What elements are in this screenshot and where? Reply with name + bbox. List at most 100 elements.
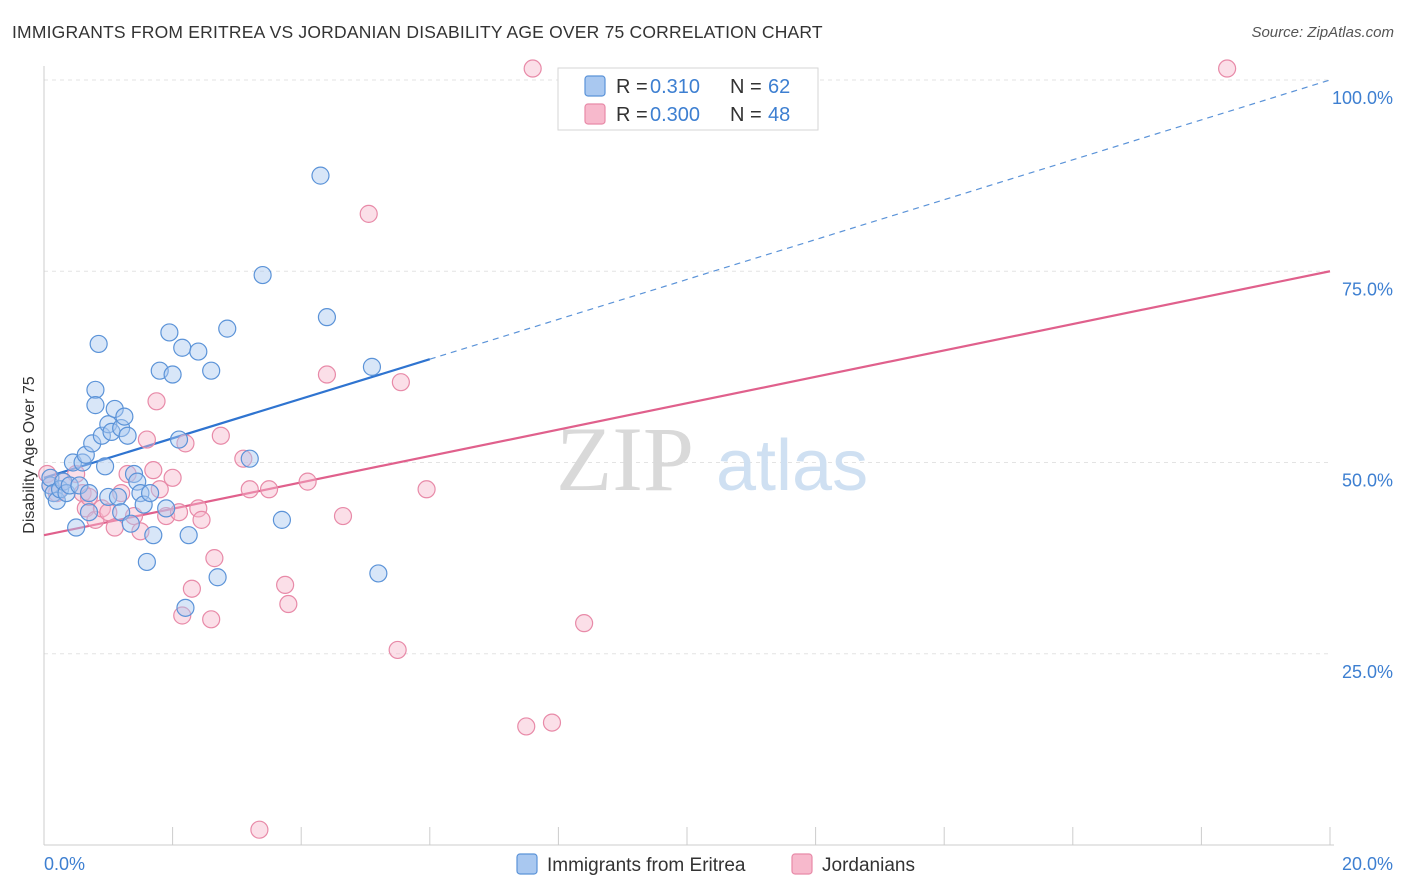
point-jordanians-18 [147, 392, 166, 411]
axes [43, 66, 1334, 846]
point-eritrea-53 [311, 166, 330, 185]
legend-swatch-pink [584, 103, 606, 125]
point-jordanians-39 [333, 506, 353, 526]
point-eritrea-42 [169, 430, 189, 449]
point-jordanians-17 [144, 461, 163, 480]
point-jordanians-42 [391, 373, 410, 392]
point-eritrea-18 [89, 334, 108, 354]
point-eritrea-35 [137, 552, 156, 572]
watermark-atlas: atlas [716, 426, 868, 506]
x-tick-label-0: 0.0% [44, 854, 85, 874]
point-jordanians-13 [118, 464, 137, 484]
point-eritrea-29 [118, 426, 137, 445]
point-eritrea-40 [160, 323, 179, 342]
point-jordanians-41 [388, 640, 407, 660]
point-eritrea-32 [128, 472, 147, 491]
point-eritrea-47 [202, 361, 221, 380]
point-eritrea-24 [105, 399, 124, 419]
point-eritrea-19 [92, 426, 111, 445]
point-jordanians-16 [137, 430, 156, 449]
legend-r-label-1: R = [616, 76, 648, 98]
point-jordanians-45 [523, 59, 542, 78]
point-eritrea-48 [208, 568, 227, 587]
point-jordanians-32 [240, 480, 259, 499]
point-jordanians-47 [575, 614, 594, 633]
point-eritrea-9 [67, 518, 86, 537]
point-jordanians-37 [298, 472, 317, 491]
point-eritrea-34 [134, 495, 153, 514]
bottom-legend: Immigrants from Eritrea Jordanians [516, 853, 915, 876]
point-eritrea-55 [362, 357, 382, 376]
point-jordanians-29 [205, 549, 224, 568]
point-eritrea-37 [144, 526, 163, 545]
y-tick-label-2: 75.0% [1342, 279, 1393, 299]
chart-title: IMMIGRANTS FROM ERITREA VS JORDANIAN DIS… [12, 22, 823, 42]
point-eritrea-49 [218, 319, 237, 338]
point-eritrea-46 [189, 342, 208, 361]
y-tick-label-3: 100.0% [1332, 88, 1393, 108]
point-eritrea-56 [369, 564, 388, 583]
point-jordanians-30 [211, 426, 230, 445]
bottom-legend-label-jordanians: Jordanians [822, 855, 915, 876]
point-eritrea-41 [163, 365, 182, 384]
legend-n-value-2: 48 [768, 104, 790, 126]
point-eritrea-25 [108, 487, 128, 507]
point-jordanians-46 [542, 713, 562, 732]
point-eritrea-20 [95, 457, 115, 476]
point-eritrea-39 [157, 499, 176, 518]
watermark-zip: ZIP [556, 408, 694, 510]
watermark: ZIP atlas [556, 408, 868, 510]
point-eritrea-16 [86, 380, 105, 399]
legend-n-label-1: N = [730, 76, 762, 98]
point-jordanians-19 [150, 480, 169, 499]
point-jordanians-11 [105, 518, 124, 537]
point-jordanians-48 [1218, 59, 1237, 78]
trend-line-eritrea-extension [429, 79, 1331, 360]
point-eritrea-17 [86, 396, 105, 415]
point-eritrea-30 [121, 514, 140, 533]
bottom-legend-swatch-jordanians [791, 853, 813, 875]
point-eritrea-7 [60, 476, 79, 495]
source-label: Source: ZipAtlas.com [1251, 24, 1394, 41]
legend-n-value-1: 62 [768, 76, 790, 98]
point-jordanians-44 [517, 717, 536, 736]
point-eritrea-12 [76, 445, 95, 464]
point-jordanians-33 [250, 820, 269, 839]
grid-lines [44, 79, 1330, 655]
point-jordanians-35 [276, 575, 295, 595]
point-eritrea-13 [79, 503, 99, 522]
series-eritrea [41, 166, 388, 617]
tick-labels: 25.0% 50.0% 75.0% 100.0% 0.0% 20.0% [44, 88, 1393, 874]
point-jordanians-43 [417, 480, 436, 499]
series-jordanians [38, 59, 1237, 839]
point-jordanians-31 [234, 449, 253, 468]
bottom-legend-swatch-eritrea [516, 853, 538, 875]
point-jordanians-27 [192, 510, 211, 529]
point-eritrea-36 [140, 484, 160, 503]
legend-n-label-2: N = [730, 104, 762, 126]
point-eritrea-54 [317, 308, 337, 327]
point-jordanians-26 [189, 499, 208, 518]
point-eritrea-28 [115, 407, 134, 426]
legend-r-label-2: R = [616, 104, 648, 126]
point-eritrea-3 [47, 491, 66, 510]
y-axis-title: Disability Age Over 75 [21, 376, 38, 534]
legend-r-value-1: 0.310 [650, 76, 700, 98]
point-jordanians-36 [279, 594, 298, 614]
x-tick-label-1: 20.0% [1342, 854, 1393, 874]
point-jordanians-10 [99, 503, 118, 522]
point-jordanians-38 [317, 365, 337, 384]
point-eritrea-52 [272, 510, 292, 529]
point-jordanians-25 [182, 579, 201, 598]
legend-r-value-2: 0.300 [650, 104, 700, 126]
y-tick-label-1: 50.0% [1342, 471, 1393, 491]
point-eritrea-51 [253, 265, 272, 285]
point-eritrea-43 [173, 338, 192, 357]
point-eritrea-10 [70, 476, 89, 495]
point-eritrea-44 [176, 598, 195, 617]
bottom-legend-label-eritrea: Immigrants from Eritrea [547, 855, 746, 876]
point-jordanians-28 [202, 610, 221, 629]
point-eritrea-33 [131, 484, 150, 503]
legend-swatch-blue [584, 75, 606, 97]
